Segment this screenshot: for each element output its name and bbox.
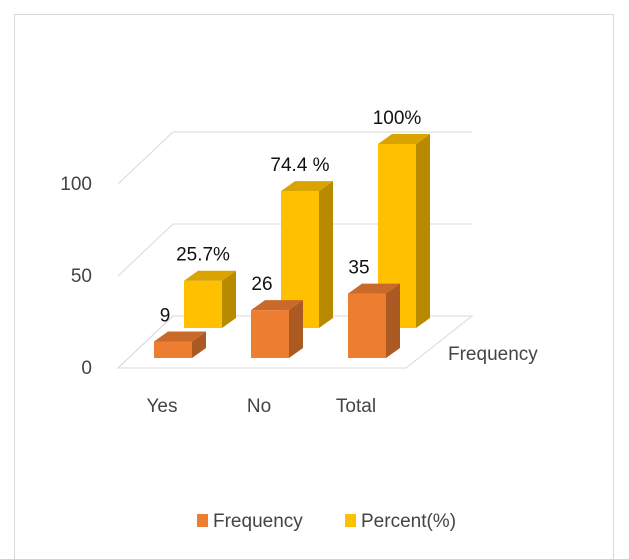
chart-frame xyxy=(14,14,614,559)
bar-top xyxy=(348,283,400,294)
legend-label: Percent(%) xyxy=(361,511,456,532)
gridline-side xyxy=(117,223,174,277)
bar-frequency-total xyxy=(348,283,400,358)
data-label: 9 xyxy=(160,305,171,326)
data-label: 74.4 % xyxy=(270,155,329,176)
bar-top xyxy=(281,181,333,192)
y-tick-label: 0 xyxy=(81,358,92,379)
bar-side xyxy=(416,134,430,328)
y-tick-label: 50 xyxy=(71,266,92,287)
chart-text: 25.7% 74.4 % 100% 9 26 35 0 50 100 Yes No Total Freq… xyxy=(60,108,538,532)
depth-axis-label: Frequency xyxy=(448,344,538,365)
bar-top xyxy=(154,331,206,342)
bar-frequency-no xyxy=(251,300,303,358)
y-tick-label: 100 xyxy=(60,174,92,195)
data-label: 100% xyxy=(373,108,422,129)
bar-top xyxy=(184,270,236,281)
data-label: 25.7% xyxy=(176,245,230,266)
data-label: 26 xyxy=(251,274,272,295)
bar-frequency-yes xyxy=(154,331,206,358)
bar-side xyxy=(222,270,236,328)
legend-swatch xyxy=(197,514,208,527)
bar-top xyxy=(378,134,430,144)
bar-front xyxy=(154,341,192,358)
bar-front xyxy=(348,293,386,358)
bar-side xyxy=(289,300,303,358)
legend-label: Frequency xyxy=(213,511,303,532)
bar-side xyxy=(192,331,206,358)
x-tick-label: No xyxy=(247,396,271,417)
bar-percent-yes xyxy=(184,270,236,328)
gridline-side xyxy=(117,131,174,185)
x-tick-label: Total xyxy=(336,396,376,417)
bar-top xyxy=(251,300,303,311)
bar-side xyxy=(319,181,333,328)
chart-bars xyxy=(154,134,430,358)
x-tick-label: Yes xyxy=(147,396,178,417)
legend-swatch xyxy=(345,514,356,527)
data-label: 35 xyxy=(348,258,369,279)
bar-front xyxy=(251,310,289,358)
bar-front xyxy=(184,280,222,328)
chart-floor xyxy=(116,315,474,369)
bar-side xyxy=(386,283,400,358)
